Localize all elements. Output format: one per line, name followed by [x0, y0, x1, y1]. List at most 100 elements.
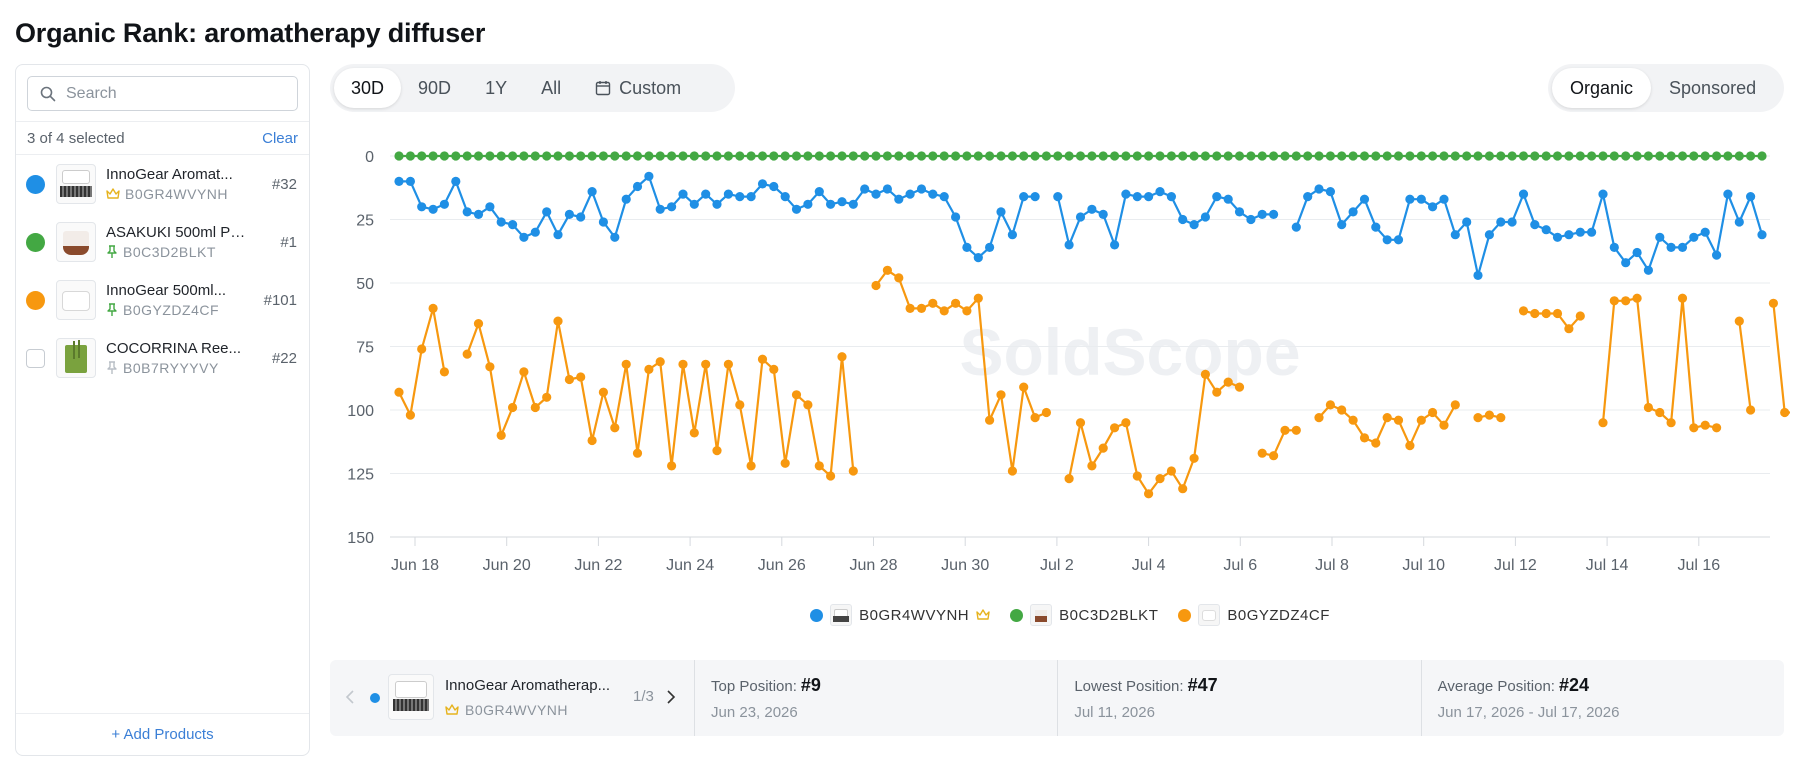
data-point: [1189, 151, 1199, 161]
add-products-button[interactable]: + Add Products: [16, 713, 309, 755]
data-point: [678, 359, 688, 369]
data-point: [485, 362, 495, 372]
tab-sponsored[interactable]: Sponsored: [1669, 77, 1757, 98]
data-point: [746, 192, 756, 202]
series-color-dot[interactable]: [26, 174, 45, 194]
data-point: [1246, 151, 1256, 161]
rank-chart[interactable]: SoldScope 0 25 50 75 100 125 150 Jun 18 Jun 20 Jun…: [330, 130, 1800, 590]
data-point: [655, 151, 665, 161]
data-point: [1110, 423, 1120, 433]
data-point: [951, 151, 961, 161]
data-point: [1348, 415, 1358, 425]
data-point: [1314, 151, 1324, 161]
data-point: [791, 390, 802, 400]
data-point: [598, 387, 608, 397]
series-color-dot[interactable]: [26, 232, 45, 252]
selection-bar: 3 of 4 selected Clear: [16, 121, 309, 155]
search-input[interactable]: [66, 84, 286, 103]
search-box[interactable]: [27, 76, 298, 111]
data-point: [746, 151, 756, 161]
legend-item[interactable]: B0C3D2BLKT: [1010, 604, 1158, 626]
product-list-item[interactable]: ASAKUKI 500ml Pr... B0C3D2BLKT #1: [16, 213, 309, 271]
series-color-dot[interactable]: [26, 290, 45, 310]
data-point: [564, 209, 574, 219]
product-thumbnail: [56, 222, 96, 262]
data-point: [962, 242, 972, 252]
data-point: [939, 151, 949, 161]
data-point: [1325, 400, 1335, 410]
data-point: [1166, 466, 1176, 476]
tab-organic[interactable]: Organic: [1552, 68, 1652, 108]
data-point: [1609, 151, 1619, 161]
data-point: [1257, 448, 1267, 458]
data-point: [916, 151, 927, 161]
data-point: [1269, 209, 1279, 219]
data-point: [1223, 377, 1233, 387]
product-rank: #32: [271, 175, 297, 193]
product-rank: #1: [280, 233, 297, 251]
product-sidebar: 3 of 4 selected Clear InnoGear Aromat...…: [15, 64, 310, 756]
data-point: [1110, 151, 1120, 161]
position-stats-bar: InnoGear Aromatherap... B0GR4WVYNH 1/3 T…: [330, 660, 1784, 736]
data-point: [860, 151, 870, 161]
data-point: [519, 151, 529, 161]
data-point: [1041, 151, 1051, 161]
product-list-item[interactable]: InnoGear Aromat... B0GR4WVYNH #32: [16, 155, 309, 213]
lowest-position-stat: Lowest Position: #47 Jul 11, 2026: [1058, 660, 1422, 736]
data-point: [632, 151, 643, 161]
y-tick-label: 150: [347, 530, 374, 547]
data-point: [1178, 151, 1188, 161]
data-point: [1144, 151, 1154, 161]
legend-item[interactable]: B0GYZDZ4CF: [1178, 604, 1330, 626]
data-point: [1746, 151, 1756, 161]
data-point: [1666, 151, 1676, 161]
product-asin: B0B7RYYYVY: [123, 360, 219, 376]
page-title: Organic Rank: aromatherapy diffuser: [15, 18, 486, 48]
stat-date: Jun 23, 2026: [711, 704, 798, 721]
data-point: [735, 151, 745, 161]
data-point: [1348, 207, 1358, 217]
data-point: [1075, 212, 1086, 222]
tab-90d[interactable]: 90D: [418, 77, 452, 98]
data-point: [905, 303, 915, 313]
data-point: [1325, 187, 1335, 197]
data-point: [1575, 151, 1585, 161]
chevron-right-icon[interactable]: [666, 690, 676, 704]
legend-item[interactable]: B0GR4WVYNH: [810, 604, 990, 626]
data-point: [485, 151, 495, 161]
data-point: [1439, 151, 1449, 161]
tab-custom[interactable]: Custom: [578, 68, 698, 108]
product-asin: B0GYZDZ4CF: [123, 302, 220, 318]
clear-button[interactable]: Clear: [262, 129, 298, 147]
data-point: [1462, 217, 1472, 227]
data-point: [576, 372, 586, 382]
data-point: [985, 415, 995, 425]
tab-30d[interactable]: 30D: [334, 68, 402, 108]
product-list-item[interactable]: COCORRINA Ree... B0B7RYYYVY #22: [16, 329, 309, 387]
stats-pager: 1/3: [633, 688, 654, 705]
data-point: [1712, 151, 1722, 161]
data-point: [712, 151, 722, 161]
chevron-left-icon[interactable]: [345, 690, 355, 704]
tab-1y[interactable]: 1Y: [485, 77, 508, 98]
data-point: [644, 171, 654, 181]
data-point: [530, 151, 540, 161]
data-point: [1053, 151, 1063, 161]
data-point: [428, 151, 438, 161]
average-position-stat: Average Position: #24 Jun 17, 2026 - Jul …: [1422, 660, 1784, 736]
data-point: [667, 151, 677, 161]
data-point: [1643, 402, 1653, 413]
tab-all[interactable]: All: [541, 77, 562, 98]
data-point: [462, 207, 472, 217]
x-tick-label: Jun 24: [666, 557, 714, 574]
series-line: [1772, 303, 1797, 414]
crown-icon: [445, 704, 459, 715]
data-point: [530, 227, 540, 237]
data-point: [1087, 151, 1097, 161]
data-point: [1416, 415, 1426, 425]
data-point: [769, 151, 779, 161]
data-point: [1132, 151, 1142, 161]
data-point: [1075, 418, 1086, 428]
product-list-item[interactable]: InnoGear 500ml... B0GYZDZ4CF #101: [16, 271, 309, 329]
product-checkbox[interactable]: [26, 348, 45, 368]
